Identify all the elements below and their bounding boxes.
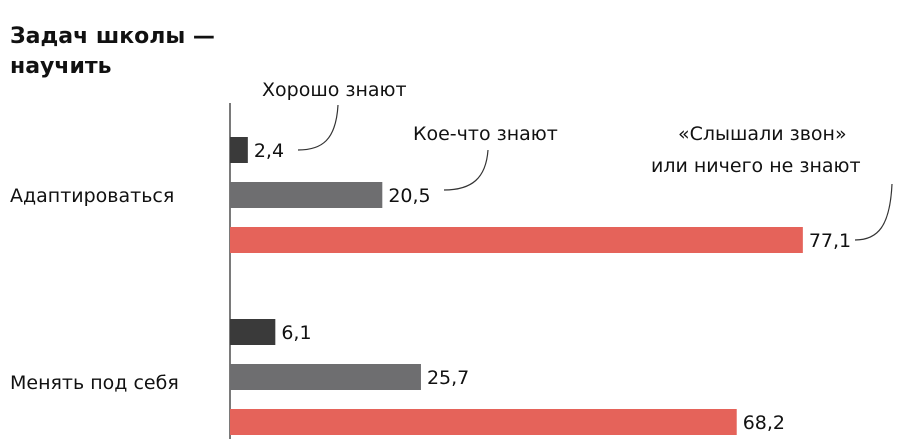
annotation-horosho-znayut: Хорошо знают [262, 79, 407, 101]
annotation-slyshali-zvon-line-2: или ничего не знают [651, 155, 861, 177]
value-label-c0-s2: 77,1 [809, 230, 851, 252]
bar-c1-s0 [230, 319, 276, 345]
value-label-c0-s1: 20,5 [388, 185, 430, 207]
value-labels-group: 2,4 20,5 77,1 6,1 25,7 68,2 [254, 140, 851, 434]
bar-c0-s1 [230, 182, 383, 208]
annotation-koe-chto-znayut: Кое-что знают [413, 123, 558, 145]
value-label-c0-s0: 2,4 [254, 140, 284, 162]
value-label-c1-s0: 6,1 [281, 322, 311, 344]
leader-slyshali-zvon [854, 183, 893, 241]
chart-title-line-2: научить [10, 54, 112, 79]
category-label-adaptirovatsya: Адаптироваться [10, 185, 174, 207]
bar-c0-s2 [230, 227, 803, 253]
value-label-c1-s2: 68,2 [743, 412, 785, 434]
bar-c0-s0 [230, 137, 248, 163]
annotation-slyshali-zvon-line-1: «Слышали звон» [678, 123, 847, 145]
value-label-c1-s1: 25,7 [427, 367, 469, 389]
leader-horosho-znayut [297, 104, 339, 151]
leader-koe-chto-znayut [443, 149, 489, 191]
chart-title-line-1: Задач школы — [10, 24, 215, 49]
bar-c1-s2 [230, 409, 737, 435]
category-label-menyat-pod-sebya: Менять под себя [10, 372, 179, 394]
bar-c1-s1 [230, 364, 421, 390]
bars-group [230, 137, 803, 435]
